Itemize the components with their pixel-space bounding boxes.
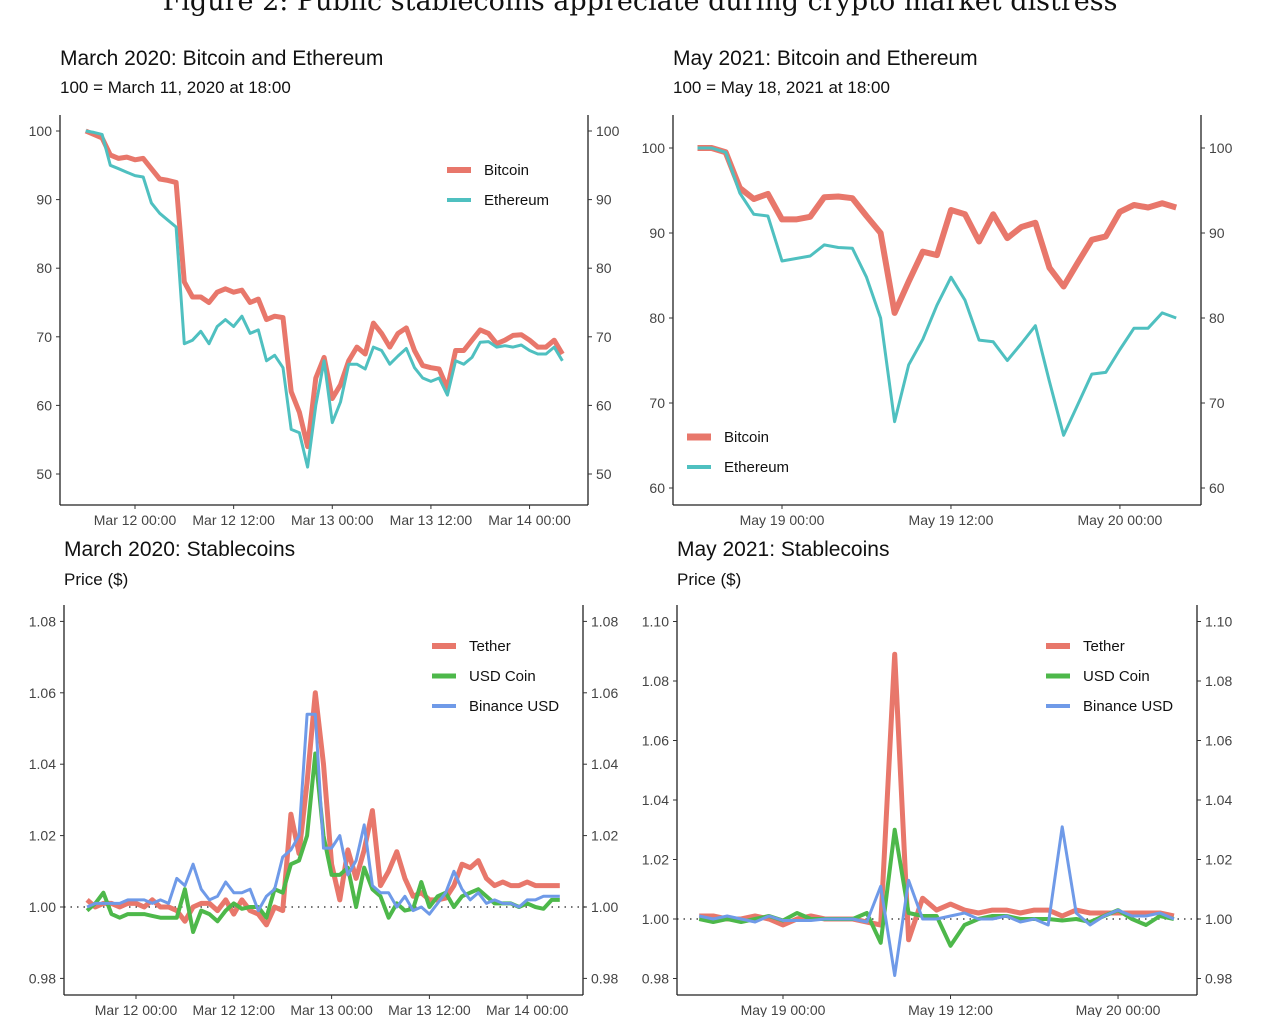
x-tick-label: May 20 00:00 xyxy=(1077,512,1162,528)
chart-panel-1: March 2020: Bitcoin and Ethereum 100 = Ma… xyxy=(29,47,620,528)
x-tick-label: Mar 13 12:00 xyxy=(390,512,473,528)
series-line-binance-usd xyxy=(698,825,1175,977)
series-line-tether xyxy=(85,690,560,928)
y-tick-label-right: 0.98 xyxy=(1205,971,1232,987)
y-tick-label-right: 100 xyxy=(596,123,620,139)
y-tick-label-right: 1.04 xyxy=(1205,792,1232,808)
x-tick-label: Mar 12 12:00 xyxy=(192,512,275,528)
y-tick-label-right: 70 xyxy=(1209,395,1225,411)
y-tick-label-right: 1.00 xyxy=(1205,911,1232,927)
y-tick-label-right: 60 xyxy=(596,397,612,413)
y-tick-label: 60 xyxy=(36,397,52,413)
chart-subtitle: 100 = May 18, 2021 at 18:00 xyxy=(673,78,890,97)
series-line-ethereum xyxy=(85,129,564,469)
legend-label: Binance USD xyxy=(469,698,559,715)
y-tick-label: 0.98 xyxy=(29,970,56,986)
y-tick-label-right: 1.02 xyxy=(1205,852,1232,868)
y-tick-label: 90 xyxy=(36,192,52,208)
chart-title: May 2021: Bitcoin and Ethereum xyxy=(673,47,978,70)
legend-label: Tether xyxy=(469,638,511,655)
y-tick-label-right: 1.10 xyxy=(1205,614,1232,630)
chart-panel-4: May 2021: Stablecoins Price ($) 0.98 0.98 1.… xyxy=(642,538,1233,1017)
y-tick-label: 1.08 xyxy=(29,613,56,629)
x-tick-label: Mar 12 12:00 xyxy=(193,1002,276,1017)
y-tick-label: 1.06 xyxy=(642,733,669,749)
y-tick-label: 70 xyxy=(649,395,665,411)
series-line-binance-usd xyxy=(86,712,560,916)
y-tick-label-right: 1.08 xyxy=(1205,673,1232,689)
x-tick-label: May 20 00:00 xyxy=(1076,1002,1161,1017)
series-line-ethereum xyxy=(697,146,1177,437)
y-tick-label-right: 100 xyxy=(1209,140,1233,156)
series-line-bitcoin xyxy=(697,145,1178,316)
legend-label: USD Coin xyxy=(469,668,536,685)
y-tick-label-right: 60 xyxy=(1209,480,1225,496)
legend-label: Bitcoin xyxy=(724,429,769,446)
legend-label: Ethereum xyxy=(484,192,549,209)
y-tick-label: 1.06 xyxy=(29,685,56,701)
y-tick-label: 100 xyxy=(642,140,666,156)
y-tick-label: 1.04 xyxy=(29,756,56,772)
y-tick-label-right: 0.98 xyxy=(591,970,618,986)
y-tick-label: 1.00 xyxy=(29,899,56,915)
y-tick-label-right: 1.06 xyxy=(591,685,618,701)
y-tick-label: 1.04 xyxy=(642,792,669,808)
y-tick-label: 1.10 xyxy=(642,614,669,630)
y-tick-label-right: 1.02 xyxy=(591,828,618,844)
x-tick-label: May 19 12:00 xyxy=(909,512,994,528)
y-tick-label-right: 1.08 xyxy=(591,613,618,629)
x-tick-label: Mar 14 00:00 xyxy=(488,512,571,528)
y-tick-label: 1.08 xyxy=(642,673,669,689)
x-tick-label: Mar 13 00:00 xyxy=(290,1002,373,1017)
y-tick-label: 70 xyxy=(36,329,52,345)
y-tick-label: 90 xyxy=(649,225,665,241)
x-tick-label: May 19 00:00 xyxy=(741,1002,826,1017)
y-tick-label: 1.02 xyxy=(642,852,669,868)
chart-panel-2: May 2021: Bitcoin and Ethereum 100 = May … xyxy=(642,47,1233,528)
legend-label: Ethereum xyxy=(724,459,789,476)
y-tick-label: 60 xyxy=(649,480,665,496)
y-tick-label-right: 90 xyxy=(596,192,612,208)
legend-label: Bitcoin xyxy=(484,162,529,179)
x-tick-label: Mar 12 00:00 xyxy=(95,1002,178,1017)
x-tick-label: May 19 00:00 xyxy=(740,512,825,528)
x-tick-label: Mar 12 00:00 xyxy=(94,512,177,528)
series-line-usd-coin xyxy=(698,827,1175,948)
chart-title: March 2020: Bitcoin and Ethereum xyxy=(60,47,383,70)
y-tick-label: 50 xyxy=(36,466,52,482)
x-tick-label: Mar 13 00:00 xyxy=(291,512,374,528)
chart-panel-3: March 2020: Stablecoins Price ($) 0.98 0.98… xyxy=(29,538,619,1017)
x-tick-label: Mar 13 12:00 xyxy=(388,1002,471,1017)
y-tick-label-right: 80 xyxy=(1209,310,1225,326)
y-tick-label: 80 xyxy=(649,310,665,326)
chart-title: March 2020: Stablecoins xyxy=(64,538,295,561)
y-tick-label-right: 70 xyxy=(596,329,612,345)
y-tick-label: 1.02 xyxy=(29,828,56,844)
y-tick-label-right: 50 xyxy=(596,466,612,482)
legend-label: Tether xyxy=(1083,638,1125,655)
series-line-tether xyxy=(699,651,1175,943)
x-tick-label: Mar 14 00:00 xyxy=(486,1002,569,1017)
y-tick-label-right: 1.00 xyxy=(591,899,618,915)
legend-label: Binance USD xyxy=(1083,698,1173,715)
chart-title: May 2021: Stablecoins xyxy=(677,538,889,561)
series-line-bitcoin xyxy=(84,128,565,450)
legend-label: USD Coin xyxy=(1083,668,1150,685)
chart-subtitle: Price ($) xyxy=(64,570,128,589)
figure-title: Figure 2: Public stablecoins appreciate … xyxy=(162,0,1118,17)
y-tick-label: 0.98 xyxy=(642,971,669,987)
y-tick-label-right: 1.04 xyxy=(591,756,618,772)
y-tick-label-right: 1.06 xyxy=(1205,733,1232,749)
chart-subtitle: 100 = March 11, 2020 at 18:00 xyxy=(60,78,291,97)
x-tick-label: May 19 12:00 xyxy=(908,1002,993,1017)
y-tick-label-right: 80 xyxy=(596,260,612,276)
y-tick-label: 1.00 xyxy=(642,911,669,927)
y-tick-label-right: 90 xyxy=(1209,225,1225,241)
y-tick-label: 80 xyxy=(36,260,52,276)
chart-subtitle: Price ($) xyxy=(677,570,741,589)
y-tick-label: 100 xyxy=(29,123,53,139)
